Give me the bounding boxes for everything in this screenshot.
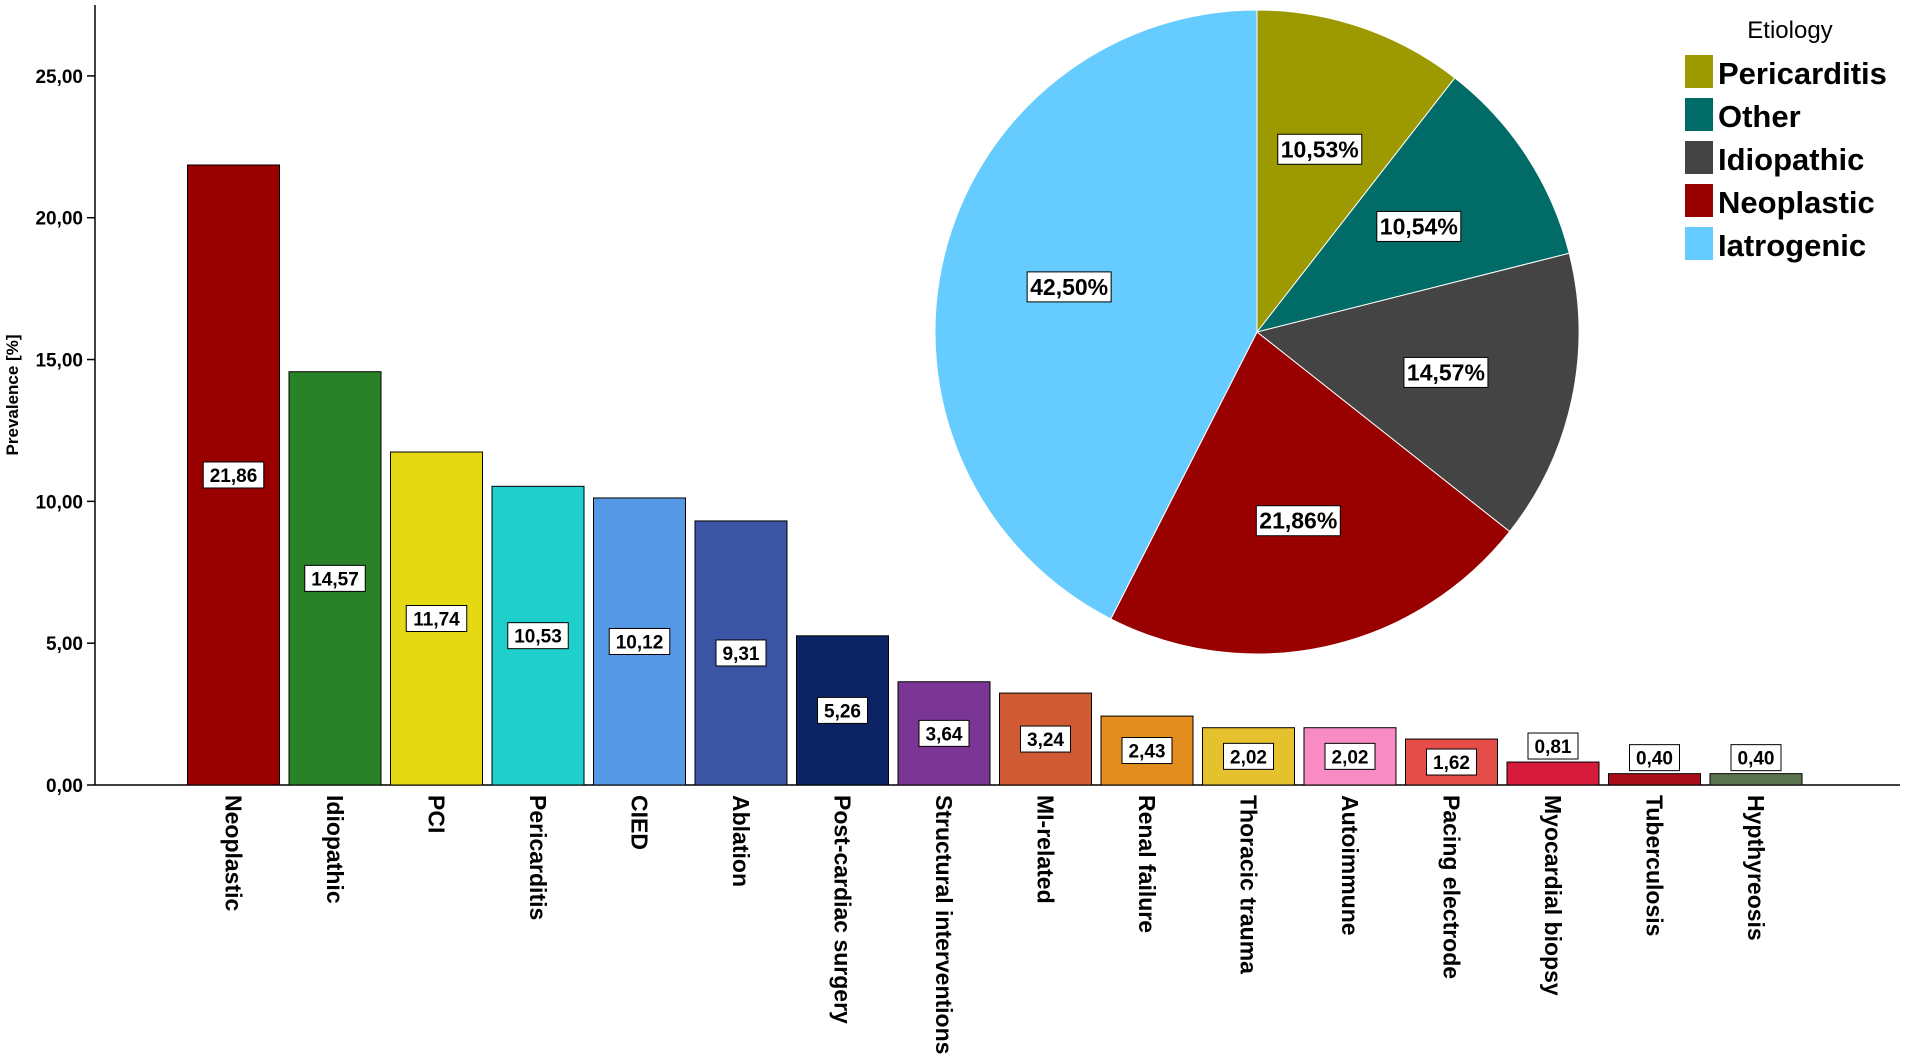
pie-label: 21,86% [1259,508,1337,534]
category-label: Pericarditis [525,795,551,920]
legend-item-label: Neoplastic [1718,185,1875,220]
pie-label-box [1255,505,1341,537]
data-label: 10,12 [616,632,664,653]
pie-label-box [1277,133,1363,165]
bar-14 [1608,773,1701,786]
data-label-box [202,461,265,489]
category-label: Pacing electrode [1439,795,1465,979]
data-label: 9,31 [723,644,760,665]
data-label-box [1020,725,1071,753]
legend-item-label: Iatrogenic [1718,228,1866,263]
category-label: CIED [627,795,653,850]
data-label: 14,57 [311,569,359,590]
data-label: 11,74 [413,610,460,631]
category-label: Ablation [728,795,754,887]
pie-label-box [1403,356,1489,388]
data-label-box [918,719,970,747]
data-label-box [1730,744,1782,772]
data-label: 0,40 [1738,749,1775,770]
y-axis-title: Prevalence [%] [3,335,22,456]
category-label: Hypthyreosis [1743,795,1769,941]
data-label: 2,02 [1332,747,1369,768]
legend: Etiology Pericarditis Other Idiopathic Neop… [1685,17,1887,263]
data-label: 21,86 [210,466,258,487]
legend-swatch [1685,227,1713,260]
data-label-box [1426,748,1477,776]
category-label: Neoplastic [221,795,247,912]
data-label: 10,53 [514,627,562,648]
pie-label: 10,53% [1281,136,1359,162]
y-tick-label: 25,00 [35,67,83,88]
y-tick-label: 5,00 [46,634,83,655]
data-label-box [304,564,366,592]
category-label: MI-related [1033,795,1059,904]
data-label-box [715,639,767,667]
pie-label: 14,57% [1407,359,1485,385]
legend-swatch [1685,184,1713,217]
pie-chart: 10,53% 10,54% 14,57% 21,86% 42,50% [934,9,1580,655]
data-label-box [1629,744,1680,772]
y-tick-label: 10,00 [35,492,83,513]
pie-label: 10,54% [1380,213,1458,239]
category-label: Renal failure [1134,795,1160,933]
data-label: 5,26 [824,701,861,722]
category-label: Autoimmune [1337,795,1363,936]
data-label-box [405,605,468,633]
data-label-box [1324,742,1376,770]
legend-item-label: Idiopathic [1718,142,1864,177]
category-label: Structural interventions [931,795,957,1054]
bar-series: 21,86 Neoplastic 14,57 Idiopathic 11,74 PCI 10… [187,164,1803,1054]
pie-label-box [1026,271,1112,303]
legend-swatch [1685,98,1713,131]
data-label: 2,43 [1129,742,1166,763]
data-label: 3,24 [1027,730,1064,751]
y-tick-label: 20,00 [35,209,83,230]
data-label: 1,62 [1433,753,1470,774]
pie-slice-pericarditis [1256,9,1456,334]
data-label: 0,81 [1535,737,1572,758]
pie-slice-other [1255,77,1570,333]
pie-slice-idiopathic [1255,252,1580,533]
category-label: Idiopathic [322,795,348,904]
data-label-box [608,627,671,655]
y-axis-ticks: 0,00 5,00 10,00 15,00 20,00 25,00 [35,67,95,797]
legend-item-label: Other [1718,99,1801,134]
data-label-box [1527,732,1579,760]
data-label-box [1223,742,1274,770]
data-label: 0,40 [1636,749,1673,770]
pie-label-box [1376,210,1462,242]
category-label: Tuberculosis [1642,795,1668,936]
data-label-box [507,622,569,650]
legend-item-label: Pericarditis [1718,56,1887,91]
category-label: Thoracic trauma [1236,795,1262,974]
legend-swatch [1685,141,1713,174]
category-label: PCI [424,795,450,833]
y-tick-label: 0,00 [46,776,83,797]
category-label: Myocardial biopsy [1540,795,1566,996]
pie-slice-iatrogenic [934,9,1258,620]
data-label-box [817,696,868,724]
bar-13 [1506,761,1600,786]
data-label: 3,64 [926,724,963,745]
y-tick-label: 15,00 [35,351,83,372]
bar-15 [1709,773,1803,786]
data-label: 2,02 [1230,747,1267,768]
category-label: Post-cardiac surgery [830,795,856,1024]
pie-slice-neoplastic [1110,331,1511,655]
data-label-box [1121,737,1173,765]
pie-label: 42,50% [1030,274,1108,300]
legend-title: Etiology [1747,17,1832,44]
legend-swatch [1685,55,1713,88]
